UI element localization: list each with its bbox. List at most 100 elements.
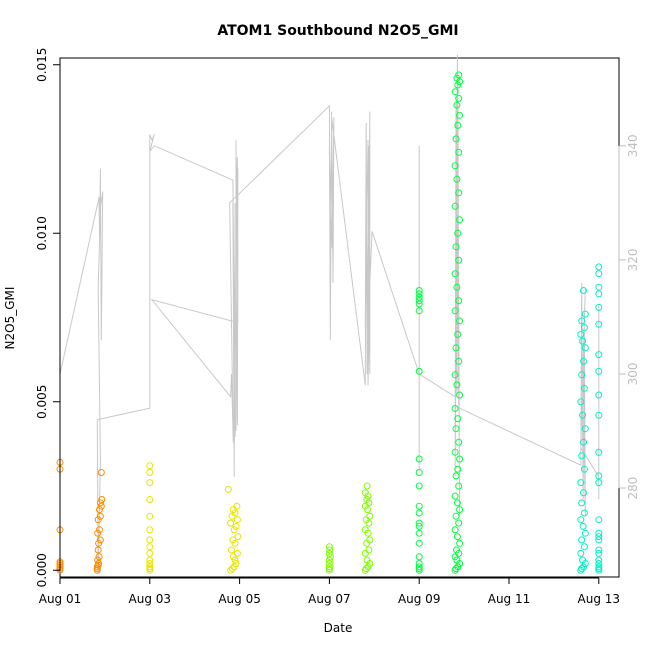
data-point (580, 509, 588, 517)
x-tick-label: Aug 01 (39, 592, 82, 606)
data-point (453, 175, 461, 183)
data-point (451, 307, 459, 315)
data-point (455, 148, 463, 156)
data-point (415, 469, 423, 476)
data-point (580, 489, 587, 497)
data-point (451, 492, 459, 500)
data-point (95, 560, 103, 567)
data-point (325, 556, 333, 564)
data-point (454, 121, 462, 129)
data-point (415, 297, 423, 305)
data-point (415, 290, 423, 298)
data-point (415, 522, 423, 530)
y-tick-label: 0.010 (35, 216, 49, 250)
data-point (456, 111, 464, 119)
data-point (415, 519, 423, 527)
right-axis-series-line (59, 54, 600, 574)
data-point (230, 563, 238, 571)
data-point (452, 565, 460, 573)
data-point (595, 472, 603, 480)
data-point (325, 560, 333, 567)
data-point (580, 324, 588, 332)
data-point (453, 74, 461, 82)
data-point (415, 509, 423, 517)
data-point (595, 391, 603, 399)
data-point (146, 536, 154, 544)
data-point (451, 526, 459, 534)
data-point (455, 357, 463, 365)
data-point (453, 499, 461, 507)
data-point (595, 546, 603, 554)
data-point (578, 371, 586, 379)
data-point (362, 565, 370, 573)
data-point (595, 351, 603, 359)
data-point (364, 563, 372, 571)
y-axis-label: N2O5_GMI (3, 287, 17, 350)
data-point (146, 543, 154, 551)
data-point (577, 479, 585, 487)
data-point (228, 546, 235, 554)
data-point (146, 512, 154, 520)
data-point (456, 317, 464, 325)
data-point (454, 415, 462, 423)
data-point (326, 553, 334, 561)
data-point (595, 290, 603, 298)
data-point (453, 283, 461, 291)
data-point (453, 101, 461, 109)
data-point (233, 502, 241, 510)
data-point (415, 367, 423, 375)
data-point (456, 391, 464, 399)
data-point (146, 549, 154, 557)
data-point (580, 543, 588, 551)
data-point (146, 496, 154, 503)
data-point (578, 317, 586, 325)
data-point (415, 287, 423, 294)
data-point (415, 455, 423, 463)
data-point (451, 270, 459, 278)
data-point (580, 438, 587, 446)
data-point (451, 448, 459, 456)
data-point (595, 320, 603, 328)
data-point (224, 485, 232, 493)
data-point (453, 533, 461, 541)
data-point (456, 216, 464, 224)
data-point (595, 270, 603, 278)
data-point (325, 543, 333, 551)
data-point (595, 367, 603, 375)
data-point (578, 565, 586, 573)
data-point (578, 499, 586, 507)
data-point (595, 529, 603, 537)
x-axis-label: Date (324, 621, 353, 635)
data-point (452, 135, 460, 143)
data-point (595, 549, 603, 557)
data-point (366, 536, 374, 544)
data-point (234, 533, 242, 541)
data-point (227, 519, 235, 527)
data-point (579, 411, 587, 419)
data-point (595, 479, 603, 487)
data-point (453, 546, 460, 554)
x-tick-label: Aug 05 (218, 592, 261, 606)
data-point (578, 452, 586, 460)
right-y-tick-label: 280 (626, 477, 640, 500)
data-point (580, 465, 588, 473)
data-point (452, 243, 460, 251)
data-point (415, 529, 423, 537)
data-point (451, 202, 459, 210)
data-point (229, 553, 237, 561)
data-point (595, 516, 603, 524)
data-point (366, 512, 374, 520)
data-point (580, 563, 587, 571)
data-point (455, 256, 463, 264)
data-point (98, 496, 106, 503)
data-point (453, 381, 461, 389)
data-point (231, 509, 239, 517)
data-point (579, 556, 587, 564)
data-point (233, 516, 241, 524)
data-point (94, 546, 102, 554)
data-point (96, 499, 104, 507)
data-point (232, 560, 240, 567)
data-point (451, 88, 459, 96)
data-point (94, 529, 102, 537)
scatter-points (56, 71, 603, 574)
